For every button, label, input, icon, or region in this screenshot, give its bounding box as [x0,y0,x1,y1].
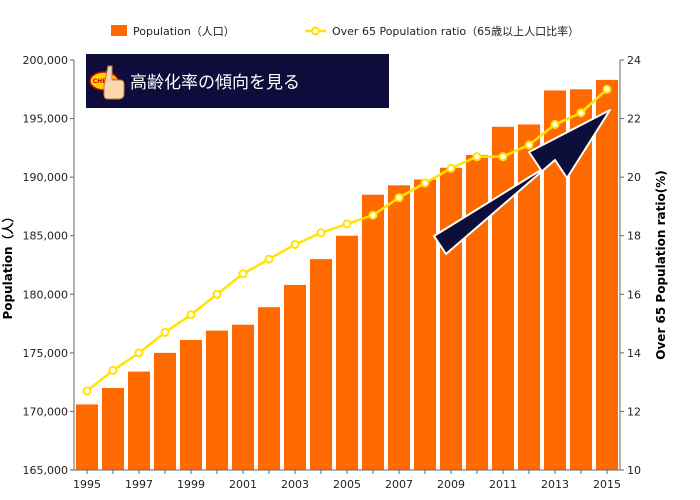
legend-swatch-population [111,25,127,36]
banner-background [86,54,389,108]
ratio-point-1999 [186,310,196,320]
y-right-tick-label: 16 [627,288,641,301]
ratio-point-1997 [134,348,144,358]
ratio-point-2011 [498,152,508,162]
bar-2002 [257,307,281,470]
ratio-point-2008 [420,178,430,188]
y-right-tick-label: 12 [627,405,641,418]
y-left-tick-label: 175,000 [23,347,69,360]
y-left-tick-label: 180,000 [23,288,69,301]
check-hand-icon: CHECK [89,65,125,100]
y-right-tick-label: 18 [627,230,641,243]
bar-2007 [387,185,411,470]
axes: 165,000 170,000 175,000 180,000 185,000 190,0… [23,54,642,491]
y-right-tick-label: 22 [627,113,641,126]
x-tick-label: 2003 [281,478,309,491]
bar-2009 [439,167,463,470]
annotation-banner: CHECK 高齢化率の傾向を見る [86,54,389,108]
check-badge-text: CHECK [93,78,116,85]
x-tick-label: 2015 [593,478,621,491]
x-tick-label: 2009 [437,478,465,491]
y-axis-right-title: Over 65 Population ratio(%) [654,170,668,359]
ratio-point-2014 [576,108,586,118]
bar-2006 [361,194,385,470]
y-left-tick-label: 185,000 [23,230,69,243]
y-right-tick-label: 24 [627,54,641,67]
ratio-point-2013 [550,119,560,129]
ratio-point-2001 [238,269,248,279]
trend-arrow-icon [433,109,611,255]
ratio-point-2009 [446,163,456,173]
bar-1997 [127,371,151,470]
bar-1995 [75,404,99,470]
bar-2001 [231,324,255,470]
ratio-point-2000 [212,289,222,299]
x-tick-label: 1995 [73,478,101,491]
bar-series [75,79,619,471]
legend: Population（人口） Over 65 Population ratio（… [111,24,579,38]
bar-2003 [283,284,307,470]
x-tick-label: 2013 [541,478,569,491]
bar-2011 [491,126,515,471]
ratio-point-2005 [342,219,352,229]
y-right-tick-label: 20 [627,171,641,184]
x-tick-label: 1999 [177,478,205,491]
ratio-point-2015 [602,84,612,94]
ratio-point-1998 [160,327,170,337]
x-tick-label: 2001 [229,478,257,491]
ratio-point-1996 [108,365,118,375]
y-left-tick-label: 200,000 [23,54,69,67]
x-tick-label: 2011 [489,478,517,491]
line-series [82,84,612,396]
bar-2013 [543,90,567,471]
bar-2004 [309,259,333,470]
x-tick-label: 2005 [333,478,361,491]
bar-1998 [153,352,177,470]
x-tick-label: 1997 [125,478,153,491]
bar-2015 [595,79,619,470]
y-left-tick-label: 195,000 [23,113,69,126]
ratio-point-2012 [524,140,534,150]
ratio-point-1995 [82,386,92,396]
bar-1999 [179,339,203,470]
y-axis-left-title: Population（人） [0,210,15,319]
y-left-tick-label: 190,000 [23,171,69,184]
ratio-point-2010 [472,152,482,162]
y-right-tick-label: 14 [627,347,641,360]
bar-1996 [101,388,125,470]
ratio-point-2007 [394,193,404,203]
ratio-point-2003 [290,240,300,249]
ratio-point-2004 [316,228,326,238]
bar-2014 [569,89,593,470]
bar-2012 [517,124,541,471]
y-left-tick-label: 170,000 [23,405,69,418]
legend-label-ratio: Over 65 Population ratio（65歳以上人口比率） [332,24,579,38]
bar-2005 [335,235,359,470]
legend-swatch-ratio-marker [311,26,320,36]
y-left-tick-label: 165,000 [23,464,69,477]
ratio-point-2006 [368,210,378,220]
y-right-tick-label: 10 [627,464,641,477]
bar-2000 [205,330,229,470]
legend-label-population: Population（人口） [133,25,235,38]
banner-text: 高齢化率の傾向を見る [130,73,300,93]
x-tick-label: 2007 [385,478,413,491]
ratio-point-2002 [264,254,274,264]
bar-2008 [413,179,437,471]
bar-2010 [465,154,489,470]
